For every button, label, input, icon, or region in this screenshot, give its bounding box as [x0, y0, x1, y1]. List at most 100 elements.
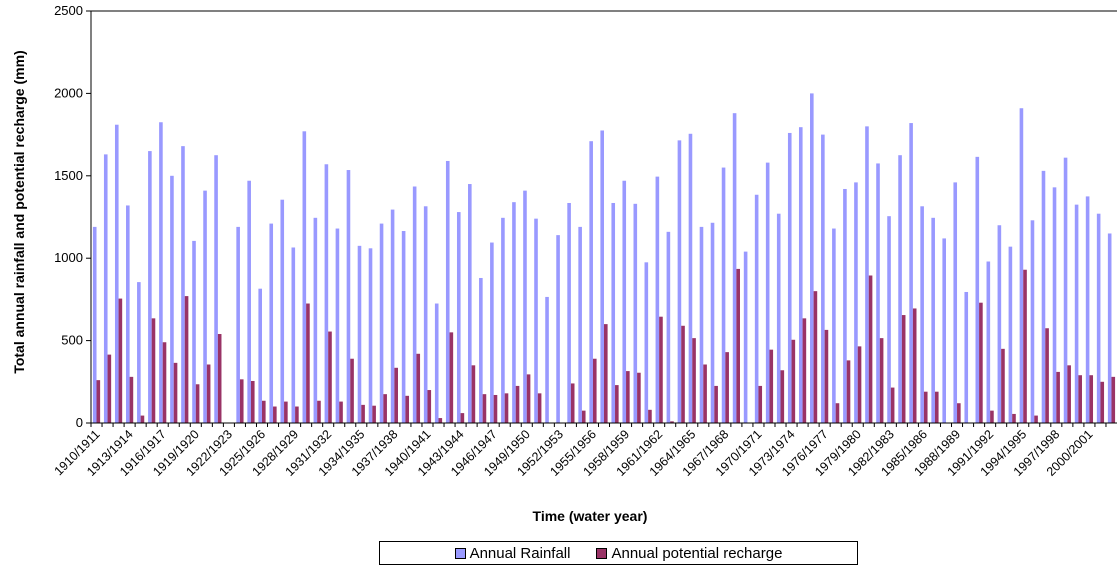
- bar-rainfall: [887, 216, 891, 423]
- bar-recharge: [703, 364, 707, 423]
- bar-recharge: [262, 400, 266, 423]
- bar-recharge: [317, 400, 321, 423]
- bar-recharge: [140, 415, 145, 423]
- bar-recharge: [1078, 375, 1082, 423]
- bar-rainfall: [545, 296, 549, 423]
- bar-recharge: [328, 331, 332, 423]
- bar-recharge: [184, 296, 189, 423]
- bar-recharge: [1023, 269, 1027, 423]
- bar-recharge: [857, 346, 862, 423]
- bar-rainfall: [699, 226, 704, 423]
- bar-recharge: [592, 358, 597, 423]
- bar-rainfall: [556, 235, 560, 423]
- bar-recharge: [151, 318, 156, 423]
- bar-rainfall: [843, 188, 847, 423]
- bar-rainfall: [170, 175, 174, 423]
- bar-rainfall: [159, 122, 163, 424]
- bar-recharge: [372, 405, 376, 423]
- bar-rainfall: [1107, 233, 1112, 423]
- bar-rainfall: [479, 277, 483, 423]
- bar-recharge: [217, 334, 222, 423]
- bar-recharge: [416, 353, 421, 423]
- bar-recharge: [1012, 413, 1016, 423]
- y-axis-title: Total annual rainfall and potential rech…: [11, 50, 27, 373]
- bar-rainfall: [1019, 108, 1024, 423]
- bar-rainfall: [975, 156, 980, 423]
- bar-recharge: [1001, 348, 1005, 423]
- bar-rainfall: [445, 160, 450, 423]
- bar-recharge: [758, 385, 763, 423]
- bar-rainfall: [865, 126, 869, 424]
- bar-rainfall: [655, 176, 660, 423]
- bar-rainfall: [412, 186, 417, 423]
- bar-recharge: [129, 376, 134, 423]
- bar-rainfall: [357, 245, 362, 423]
- bar-rainfall: [600, 130, 604, 424]
- bar-recharge: [681, 325, 685, 423]
- bar-recharge: [383, 394, 387, 423]
- bar-recharge: [615, 385, 619, 423]
- bar-recharge: [273, 406, 277, 423]
- bar-recharge: [394, 367, 398, 423]
- bar-recharge: [306, 303, 310, 423]
- bar-recharge: [824, 329, 829, 423]
- bar-recharge: [923, 391, 928, 423]
- bar-recharge: [96, 380, 101, 423]
- bar-rainfall: [743, 251, 748, 423]
- bar-rainfall: [468, 184, 472, 423]
- bar-recharge: [979, 302, 983, 423]
- y-tick-label: 1500: [54, 168, 83, 183]
- bar-rainfall: [236, 226, 240, 423]
- bar-rainfall: [644, 262, 649, 423]
- bar-recharge: [901, 315, 906, 423]
- bar-recharge: [471, 365, 476, 423]
- bar-rainfall: [291, 247, 296, 423]
- bar-recharge: [118, 298, 123, 423]
- bar-recharge: [637, 372, 641, 423]
- bar-recharge: [173, 362, 178, 423]
- bar-recharge: [1034, 415, 1038, 423]
- legend: Annual Rainfall Annual potential recharg…: [379, 541, 858, 565]
- bar-rainfall: [666, 231, 671, 423]
- bar-recharge: [350, 358, 354, 423]
- bar-rainfall: [501, 217, 505, 423]
- y-tick-label: 0: [76, 415, 83, 430]
- y-tick-label: 2000: [54, 85, 83, 100]
- bar-recharge: [361, 404, 365, 423]
- bar-rainfall: [346, 170, 351, 423]
- bar-rainfall: [798, 127, 803, 424]
- legend-swatch-rainfall: [454, 547, 466, 559]
- bar-rainfall: [390, 209, 395, 423]
- bar-recharge: [250, 380, 255, 423]
- bar-rainfall: [379, 223, 384, 423]
- bar-rainfall: [931, 217, 935, 423]
- bar-rainfall: [1096, 213, 1101, 423]
- bar-recharge: [912, 308, 917, 423]
- bar-rainfall: [810, 93, 814, 424]
- bar-recharge: [725, 352, 729, 423]
- bar-recharge: [1100, 381, 1105, 423]
- bar-rainfall: [986, 261, 991, 423]
- bar-rainfall: [997, 225, 1002, 423]
- bar-rainfall: [324, 164, 329, 423]
- bar-rainfall: [710, 222, 715, 423]
- bar-recharge: [460, 413, 465, 423]
- bar-recharge: [868, 275, 873, 423]
- bar-recharge: [791, 339, 796, 423]
- bar-recharge: [990, 410, 994, 423]
- bar-rainfall: [721, 167, 726, 423]
- x-axis-title: Time (water year): [533, 508, 648, 524]
- bar-rainfall: [1030, 220, 1035, 423]
- bar-rainfall: [953, 182, 958, 423]
- bar-rainfall: [765, 162, 770, 423]
- bar-recharge: [890, 387, 895, 423]
- bar-rainfall: [214, 155, 218, 423]
- bar-recharge: [1045, 328, 1049, 423]
- bar-rainfall: [876, 163, 880, 423]
- bar-rainfall: [1041, 170, 1046, 423]
- bar-recharge: [1089, 375, 1094, 423]
- bar-rainfall: [567, 202, 571, 423]
- bar-recharge: [107, 354, 112, 423]
- bar-rainfall: [203, 190, 207, 423]
- bar-rainfall: [1008, 246, 1013, 423]
